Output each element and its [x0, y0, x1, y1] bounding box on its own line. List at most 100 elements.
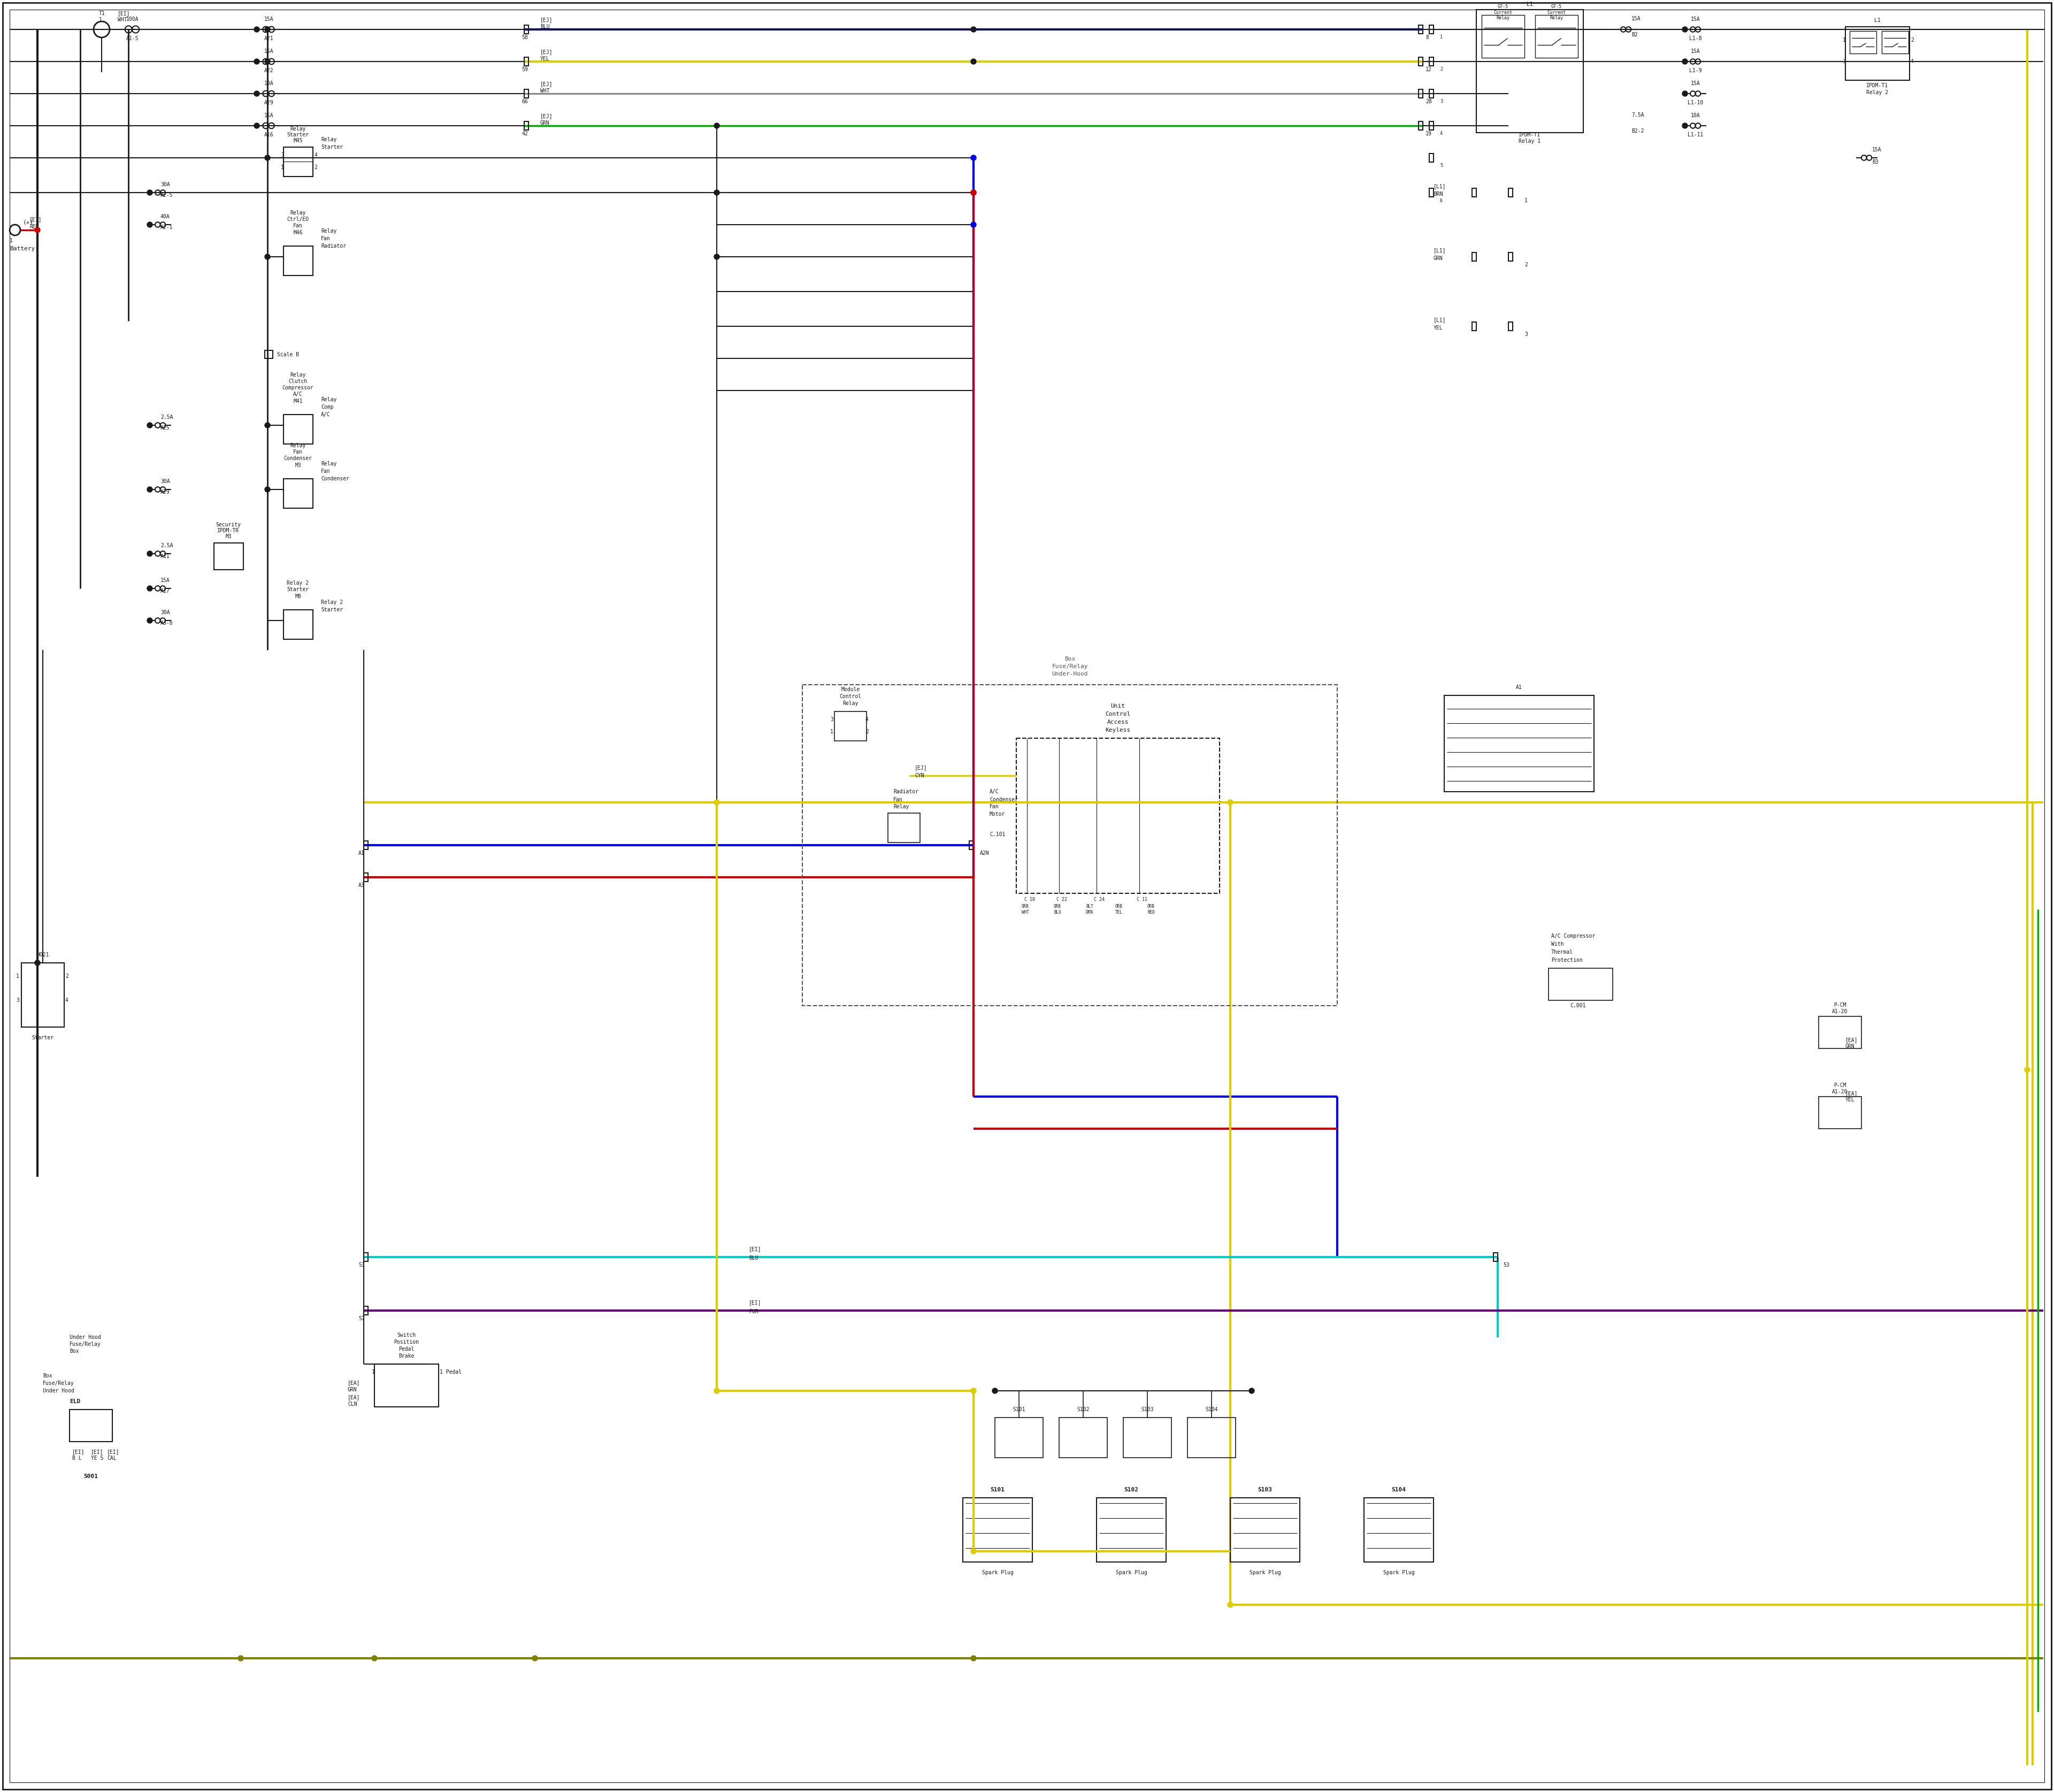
Text: Box: Box: [43, 1373, 51, 1378]
Text: 53: 53: [357, 1262, 366, 1267]
Text: 2.5A: 2.5A: [160, 543, 173, 548]
Bar: [1818, 1097, 1861, 1129]
Text: [L1]: [L1]: [1434, 317, 1446, 323]
Text: Thermal: Thermal: [1551, 950, 1573, 955]
Text: S104: S104: [1391, 1487, 1407, 1493]
Text: 7.5A: 7.5A: [1631, 113, 1643, 118]
Circle shape: [715, 124, 719, 129]
Text: [L1]: [L1]: [1434, 247, 1446, 253]
Text: 2: 2: [1440, 66, 1442, 72]
Text: A29: A29: [265, 100, 273, 106]
Text: 28: 28: [1425, 99, 1432, 104]
Text: 4: 4: [1910, 59, 1914, 65]
Bar: [1549, 968, 1612, 1000]
Text: Under-Hood: Under-Hood: [1052, 672, 1089, 677]
Text: 2: 2: [66, 973, 68, 978]
Bar: [283, 414, 312, 444]
Circle shape: [148, 423, 152, 428]
Bar: [1097, 1498, 1167, 1563]
Text: [EI]
CAL: [EI] CAL: [107, 1450, 119, 1460]
Text: Module: Module: [840, 686, 861, 692]
Circle shape: [715, 799, 719, 805]
Text: A3: A3: [357, 883, 366, 889]
Text: S103: S103: [1142, 1407, 1154, 1412]
Text: Unit: Unit: [1111, 704, 1126, 710]
Circle shape: [148, 586, 152, 591]
Text: A25: A25: [160, 425, 170, 430]
Text: [EI]
B L: [EI] B L: [72, 1450, 84, 1460]
Text: [EJ]: [EJ]: [540, 113, 553, 118]
Text: Fan: Fan: [320, 468, 331, 473]
Text: GT-5
Current
Relay: GT-5 Current Relay: [1547, 4, 1565, 20]
Circle shape: [972, 59, 976, 65]
Text: ORB
WHT: ORB WHT: [1021, 905, 1029, 914]
Text: Starter: Starter: [288, 586, 308, 591]
Bar: [1508, 253, 1512, 262]
Text: IPDM-TR: IPDM-TR: [218, 529, 240, 534]
Circle shape: [148, 222, 152, 228]
Bar: [1844, 27, 1910, 81]
Circle shape: [972, 190, 976, 195]
Text: Spark Plug: Spark Plug: [1115, 1570, 1146, 1575]
Text: A2-1: A2-1: [160, 224, 173, 229]
Text: RED: RED: [29, 224, 39, 229]
Bar: [1419, 25, 1423, 34]
Text: 3: 3: [16, 998, 18, 1004]
Circle shape: [265, 156, 271, 161]
Text: Relay: Relay: [290, 210, 306, 215]
Circle shape: [265, 423, 271, 428]
Text: Fan: Fan: [990, 805, 998, 810]
Bar: [364, 1253, 368, 1262]
Bar: [969, 840, 974, 849]
Text: Under Hood: Under Hood: [43, 1389, 74, 1394]
Bar: [1508, 188, 1512, 197]
Text: Relay: Relay: [893, 805, 910, 810]
Text: S103: S103: [1257, 1487, 1271, 1493]
Text: Protection: Protection: [1551, 957, 1584, 962]
Text: YEL: YEL: [540, 56, 550, 61]
Text: Spark Plug: Spark Plug: [982, 1570, 1013, 1575]
Text: L1-9: L1-9: [1688, 68, 1703, 73]
Text: [EI]: [EI]: [117, 11, 129, 16]
Text: A1: A1: [1516, 685, 1522, 690]
Bar: [524, 90, 528, 99]
Text: 15A: 15A: [1871, 147, 1881, 152]
Bar: [364, 840, 368, 849]
Text: 15A: 15A: [1631, 16, 1641, 22]
Text: PUR: PUR: [750, 1308, 758, 1314]
Text: 15A: 15A: [265, 48, 273, 54]
Circle shape: [1228, 1602, 1232, 1607]
Circle shape: [972, 1548, 976, 1554]
Text: Relay 2: Relay 2: [288, 581, 308, 586]
Text: Compressor: Compressor: [281, 385, 314, 391]
Text: A3-8: A3-8: [160, 620, 173, 625]
Text: HO21: HO21: [37, 952, 49, 957]
Circle shape: [265, 59, 271, 65]
Bar: [1430, 90, 1434, 99]
Text: Control: Control: [1105, 711, 1130, 717]
Text: IPDM-T1: IPDM-T1: [1867, 82, 1888, 88]
Text: Condenser: Condenser: [320, 477, 349, 482]
Text: ELD: ELD: [70, 1400, 80, 1405]
Bar: [1430, 154, 1434, 161]
Text: 40A: 40A: [160, 213, 170, 219]
Text: A17: A17: [160, 588, 170, 593]
Text: M3: M3: [226, 534, 232, 539]
Text: 30A: 30A: [160, 181, 170, 186]
Text: Relay 2: Relay 2: [1867, 90, 1888, 95]
Text: GRN: GRN: [1434, 256, 1444, 262]
Text: 4: 4: [66, 998, 68, 1004]
Text: 59: 59: [522, 66, 528, 72]
Text: 4: 4: [865, 717, 869, 722]
Text: Security: Security: [216, 521, 240, 527]
Text: [EI]: [EI]: [750, 1299, 762, 1305]
Text: ORB
TEL: ORB TEL: [1115, 905, 1124, 914]
Text: 100A: 100A: [125, 16, 140, 22]
Text: ORB
BLU: ORB BLU: [1054, 905, 1062, 914]
Text: 15A: 15A: [1690, 48, 1701, 54]
Text: 19: 19: [1425, 131, 1432, 136]
Text: Relay: Relay: [320, 461, 337, 466]
Text: C 22: C 22: [1056, 898, 1068, 901]
Bar: [1419, 122, 1423, 131]
Text: BLU: BLU: [750, 1256, 758, 1262]
